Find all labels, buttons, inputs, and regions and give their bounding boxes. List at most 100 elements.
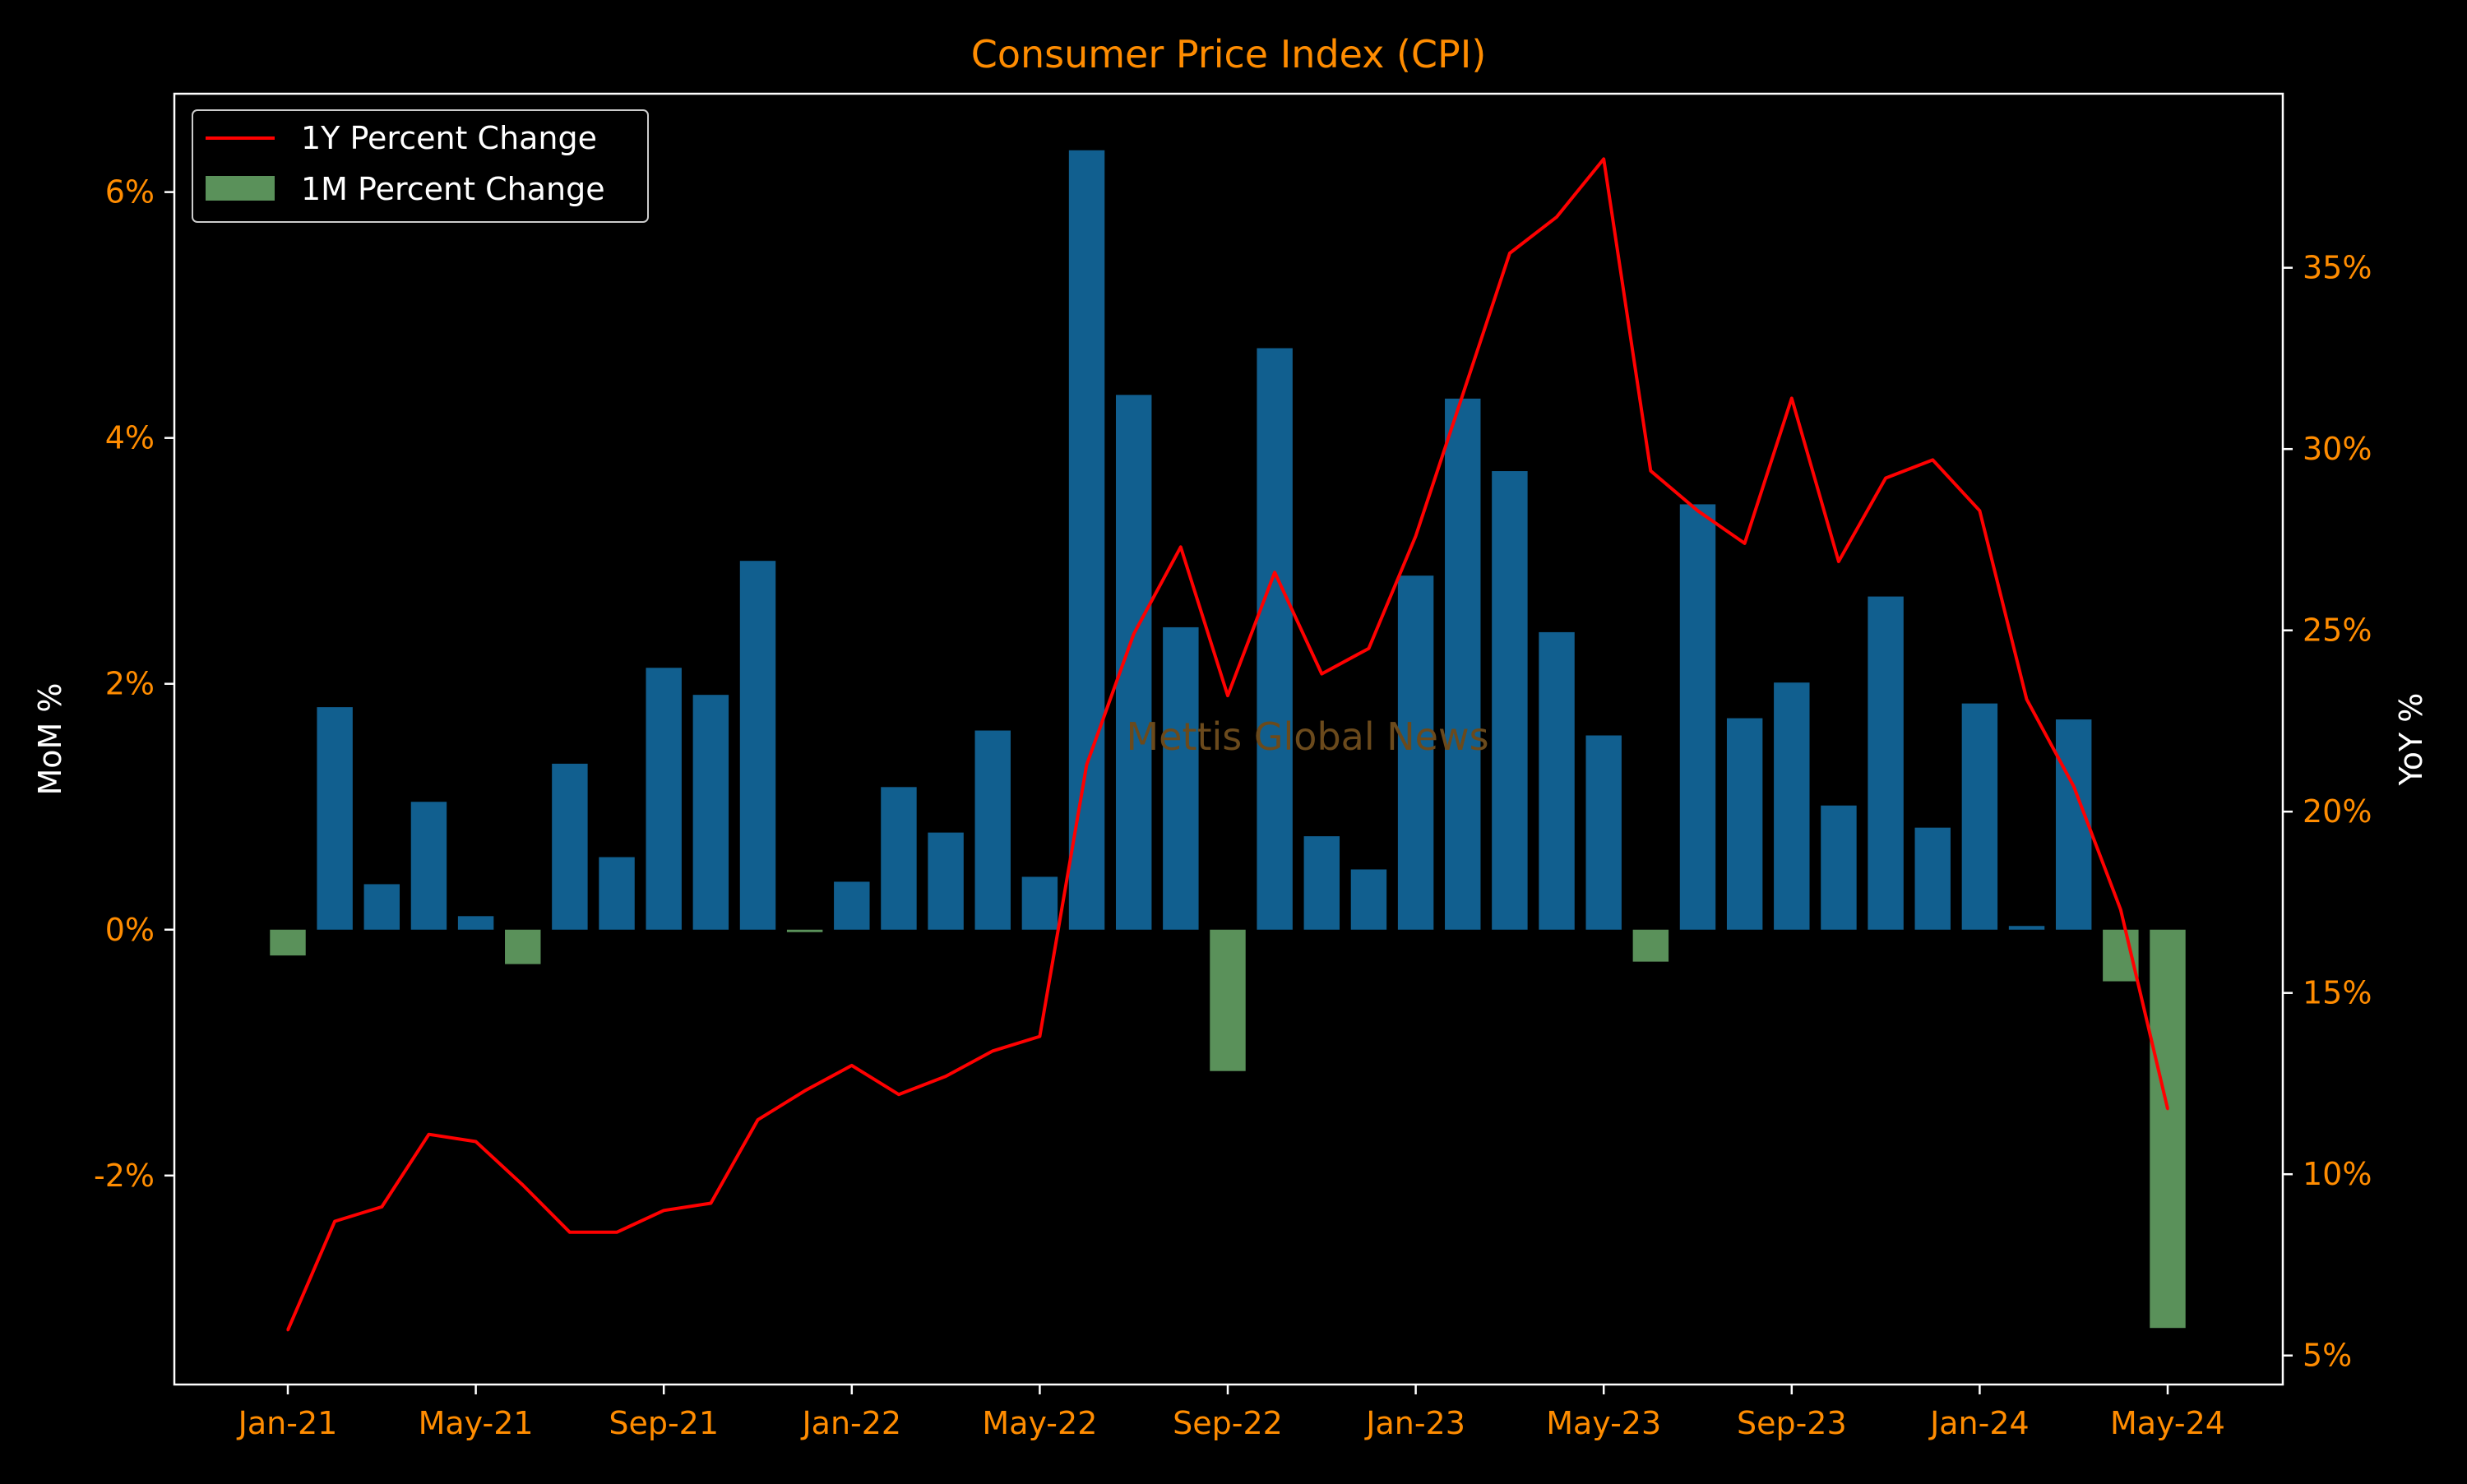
bar-mom-Dec-22	[1350, 869, 1387, 930]
line-layer	[286, 157, 2169, 1332]
right-tick-label: 10%	[2303, 1156, 2372, 1192]
chart-title: Consumer Price Index (CPI)	[971, 32, 1487, 76]
bar-mom-Feb-22	[881, 787, 917, 930]
bar-mom-Oct-23	[1821, 805, 1857, 930]
point-yoy-Sep-22	[1226, 694, 1229, 697]
point-yoy-Dec-21	[803, 1089, 807, 1093]
right-axis-label: YoY %	[2393, 693, 2429, 787]
bar-mom-Apr-22	[974, 730, 1011, 930]
point-yoy-Sep-23	[1790, 396, 1794, 400]
right-tick-label: 25%	[2303, 613, 2372, 649]
bars-layer	[270, 150, 2186, 1329]
bar-mom-Nov-23	[1868, 596, 1904, 930]
point-yoy-May-23	[1602, 157, 1605, 160]
bar-mom-Dec-21	[786, 929, 823, 932]
bar-mom-Oct-22	[1257, 348, 1293, 930]
bar-mom-Aug-21	[599, 857, 635, 930]
right-tick-label: 30%	[2303, 431, 2372, 467]
point-yoy-Oct-23	[1837, 560, 1840, 563]
point-yoy-Dec-23	[1931, 458, 1934, 461]
bar-mom-Jul-23	[1679, 504, 1716, 930]
x-tick-label: Sep-21	[609, 1405, 719, 1441]
x-tick-label: May-21	[419, 1405, 534, 1441]
bar-mom-Jul-22	[1115, 395, 1152, 930]
point-yoy-Oct-21	[709, 1201, 712, 1204]
point-yoy-Jun-22	[1085, 763, 1089, 766]
bar-mom-Dec-23	[1914, 827, 1951, 930]
left-tick-label: 2%	[105, 666, 155, 702]
point-yoy-Jun-21	[521, 1183, 525, 1186]
legend-bar-swatch	[206, 176, 275, 201]
x-tick-label: May-23	[1546, 1405, 1661, 1441]
left-tick-label: 4%	[105, 420, 155, 456]
bar-mom-Feb-24	[2008, 926, 2045, 930]
right-tick-label: 35%	[2303, 250, 2372, 286]
point-yoy-Jun-23	[1649, 469, 1652, 473]
bar-mom-Aug-23	[1726, 718, 1763, 930]
point-yoy-Mar-24	[2072, 784, 2076, 788]
x-tick-label: Jan-21	[237, 1405, 338, 1441]
bar-mom-Jan-23	[1397, 576, 1434, 930]
point-yoy-Mar-23	[1508, 252, 1511, 255]
bar-mom-Apr-21	[410, 802, 447, 930]
bar-mom-Sep-21	[646, 668, 682, 930]
bar-mom-Jul-21	[552, 763, 588, 930]
point-yoy-Sep-21	[662, 1209, 665, 1212]
bar-mom-Jan-24	[1961, 703, 1998, 930]
point-yoy-Nov-21	[757, 1118, 759, 1121]
watermark: Mettis Global News	[1126, 714, 1488, 759]
x-tick-label: Jan-23	[1364, 1405, 1465, 1441]
bar-mom-Apr-23	[1539, 631, 1575, 930]
left-axis: -2% 0% 2% 4% 6%	[94, 174, 174, 1194]
bar-mom-Feb-23	[1445, 398, 1481, 930]
bar-mom-Mar-24	[2055, 719, 2092, 930]
point-yoy-May-24	[2166, 1107, 2169, 1111]
bar-mom-Jun-21	[505, 929, 541, 964]
point-yoy-Feb-22	[897, 1093, 900, 1096]
point-yoy-May-22	[1038, 1035, 1041, 1038]
x-tick-label: May-22	[982, 1405, 1097, 1441]
bar-mom-Mar-22	[928, 832, 964, 930]
bar-mom-Sep-22	[1210, 929, 1246, 1071]
bar-mom-May-22	[1021, 876, 1058, 930]
left-tick-label: 6%	[105, 174, 155, 210]
bar-mom-Oct-21	[692, 695, 729, 930]
bar-mom-Jan-22	[834, 881, 870, 930]
right-tick-label: 15%	[2303, 975, 2372, 1011]
bar-mom-May-24	[2150, 929, 2186, 1329]
point-yoy-Nov-23	[1884, 476, 1887, 479]
point-yoy-Apr-22	[991, 1049, 994, 1052]
point-yoy-Oct-22	[1273, 571, 1276, 574]
bar-mom-Nov-21	[739, 561, 776, 930]
point-yoy-Aug-22	[1179, 545, 1183, 548]
x-tick-label: Jan-24	[1928, 1405, 2030, 1441]
point-yoy-Jan-21	[286, 1329, 289, 1332]
point-yoy-Jul-21	[568, 1231, 572, 1234]
point-yoy-Apr-21	[427, 1133, 430, 1136]
point-yoy-Aug-23	[1743, 542, 1747, 545]
bar-mom-Jun-23	[1632, 929, 1669, 962]
left-tick-label: 0%	[105, 912, 155, 948]
bar-mom-May-21	[457, 916, 494, 930]
bar-mom-May-23	[1585, 735, 1622, 930]
point-yoy-Feb-24	[2025, 697, 2029, 700]
left-tick-label: -2%	[94, 1158, 155, 1194]
bar-mom-Jun-22	[1068, 150, 1105, 930]
bar-mom-Nov-22	[1303, 836, 1340, 930]
point-yoy-Mar-22	[944, 1075, 947, 1078]
point-yoy-Jan-24	[1978, 509, 1981, 512]
x-tick-label: Jan-22	[800, 1405, 901, 1441]
bar-mom-Jan-21	[270, 929, 306, 956]
right-tick-label: 20%	[2303, 793, 2372, 830]
legend-label-mom: 1M Percent Change	[301, 171, 605, 207]
bar-mom-Feb-21	[317, 707, 353, 930]
point-yoy-Mar-21	[380, 1205, 383, 1209]
bar-mom-Mar-23	[1492, 471, 1528, 930]
legend-box	[192, 109, 649, 223]
point-yoy-Apr-23	[1555, 215, 1558, 219]
bar-mom-Sep-23	[1774, 682, 1810, 930]
point-yoy-Jul-22	[1132, 632, 1136, 636]
legend-label-yoy: 1Y Percent Change	[301, 120, 597, 156]
